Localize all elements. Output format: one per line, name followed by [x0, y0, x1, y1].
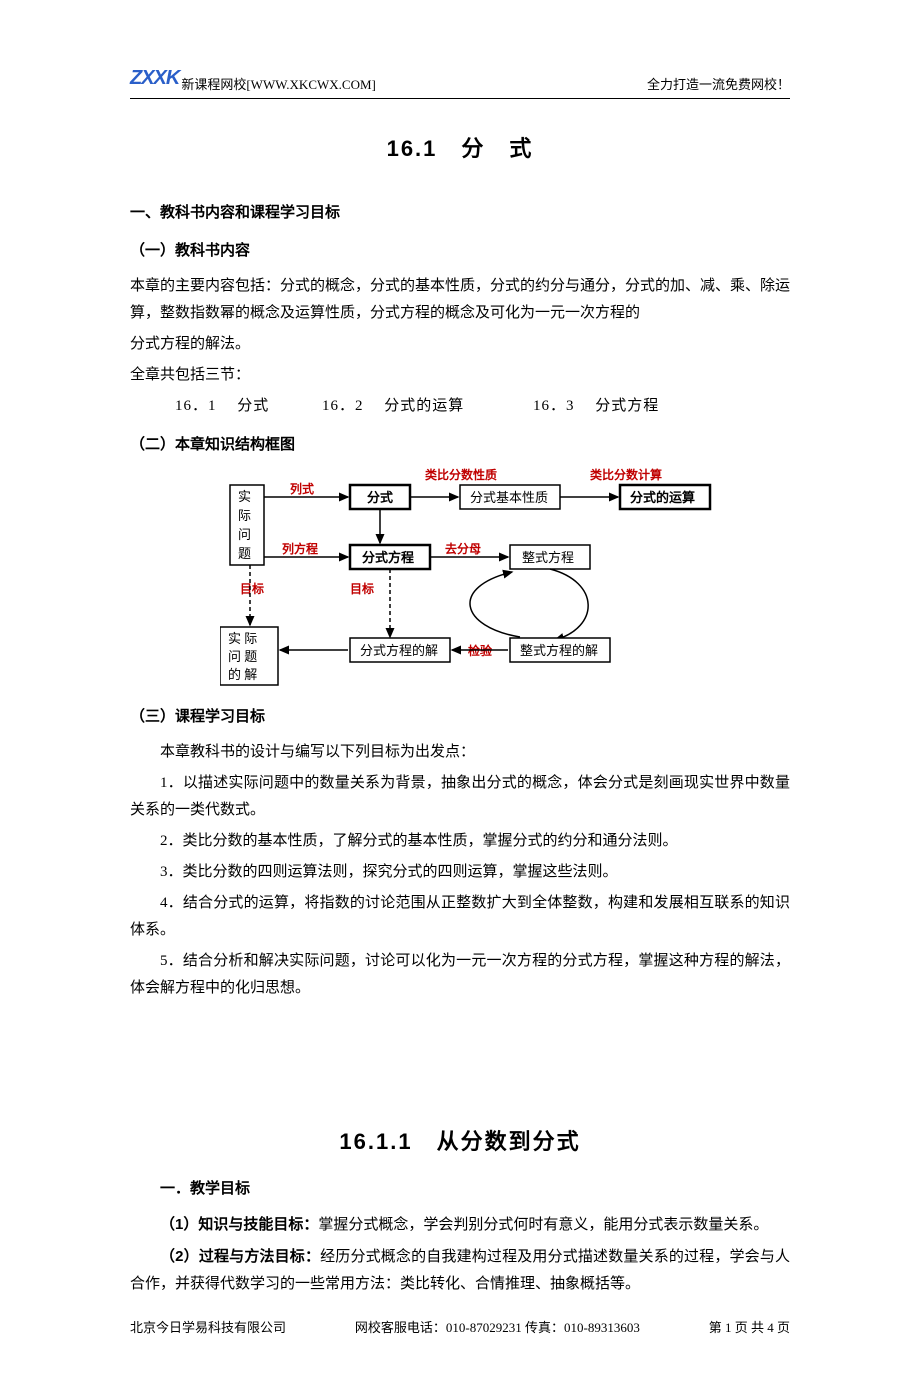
node-real-solution-2: 问 题 [228, 649, 257, 664]
sub-title: 16.1.1 从分数到分式 [130, 1122, 790, 1162]
node-real-problem-1: 实 [238, 489, 251, 504]
section-1-heading: 一、教科书内容和课程学习目标 [130, 199, 790, 226]
subsection-1-heading: （一）教科书内容 [130, 238, 790, 265]
header-left-wrap: ZXXK 新课程网校[WWW.XKCWX.COM] [130, 60, 376, 96]
page-footer: 北京今日学易科技有限公司 网校客服电话：010-87029231 传真：010-… [130, 1316, 790, 1339]
para-goal-5: 5．结合分析和解决实际问题，讨论可以化为一元一次方程的分式方程，掌握这种方程的解… [130, 948, 790, 1002]
para-chapter-sections: 16．1 分式 16．2 分式的运算 16．3 分式方程 [130, 393, 790, 420]
header-site: 新课程网校[WWW.XKCWX.COM] [181, 73, 376, 96]
para-goals-intro: 本章教科书的设计与编写以下列目标为出发点： [130, 739, 790, 766]
node-fraction-equation: 分式方程 [362, 550, 414, 565]
footer-phone: 网校客服电话：010-87029231 传真：010-89313603 [355, 1316, 640, 1339]
teaching-goal-1: （1）知识与技能目标：掌握分式概念，学会判别分式何时有意义，能用分式表示数量关系… [130, 1211, 790, 1239]
header-slogan: 全力打造一流免费网校！ [647, 73, 790, 96]
para-goal-1: 1．以描述实际问题中的数量关系为背景，抽象出分式的概念，体会分式是刻画现实世界中… [130, 770, 790, 824]
footer-page: 第 1 页 共 4 页 [709, 1316, 790, 1339]
para-goal-3: 3．类比分数的四则运算法则，探究分式的四则运算，掌握这些法则。 [130, 859, 790, 886]
knowledge-structure-diagram: 类比分数性质 类比分数计算 实 际 问 题 列式 分式 分式基本性质 分式的运算… [130, 467, 790, 692]
node-int-equation: 整式方程 [522, 550, 574, 565]
label-lieshi: 列式 [290, 481, 314, 496]
teaching-goal-heading: 一．教学目标 [130, 1176, 790, 1203]
tg1-label: （1）知识与技能目标： [160, 1216, 318, 1233]
node-real-problem-4: 题 [238, 546, 251, 561]
footer-company: 北京今日学易科技有限公司 [130, 1316, 286, 1339]
node-int-eq-solution: 整式方程的解 [520, 643, 598, 658]
diagram-svg: 类比分数性质 类比分数计算 实 际 问 题 列式 分式 分式基本性质 分式的运算… [220, 467, 720, 692]
teaching-goal-2: （2）过程与方法目标：经历分式概念的自我建构过程及用分式描述数量关系的过程，学会… [130, 1243, 790, 1298]
label-qufenmu: 去分母 [445, 541, 481, 556]
para-content-overview-2: 分式方程的解法。 [130, 331, 790, 358]
para-chapter-sections-intro: 全章共包括三节： [130, 362, 790, 389]
main-title: 16.1 分 式 [130, 129, 790, 169]
para-content-overview-1: 本章的主要内容包括：分式的概念，分式的基本性质，分式的约分与通分，分式的加、减、… [130, 273, 790, 327]
subsection-2-heading: （二）本章知识结构框图 [130, 432, 790, 459]
node-real-problem-2: 际 [238, 508, 251, 523]
para-goal-4: 4．结合分式的运算，将指数的讨论范围从正整数扩大到全体整数，构建和发展相互联系的… [130, 890, 790, 944]
label-analogy-calc: 类比分数计算 [590, 467, 662, 482]
node-basic-property: 分式基本性质 [470, 490, 548, 505]
node-fraction: 分式 [367, 490, 393, 505]
tg1-text: 掌握分式概念，学会判别分式何时有意义，能用分式表示数量关系。 [318, 1217, 768, 1233]
node-real-solution-3: 的 解 [228, 667, 257, 682]
label-liefangcheng: 列方程 [282, 541, 318, 556]
para-goal-2: 2．类比分数的基本性质，了解分式的基本性质，掌握分式的约分和通分法则。 [130, 828, 790, 855]
logo: ZXXK [130, 60, 179, 96]
node-real-problem-3: 问 [238, 527, 251, 542]
label-goal-2: 目标 [350, 581, 374, 596]
node-real-solution-1: 实 际 [228, 631, 257, 646]
label-goal-1: 目标 [240, 581, 264, 596]
label-analogy-property: 类比分数性质 [425, 467, 497, 482]
tg2-label: （2）过程与方法目标： [160, 1248, 320, 1265]
node-operation: 分式的运算 [630, 490, 695, 505]
node-fraction-eq-solution: 分式方程的解 [360, 643, 438, 658]
page-header: ZXXK 新课程网校[WWW.XKCWX.COM] 全力打造一流免费网校！ [130, 60, 790, 99]
subsection-3-heading: （三）课程学习目标 [130, 704, 790, 731]
